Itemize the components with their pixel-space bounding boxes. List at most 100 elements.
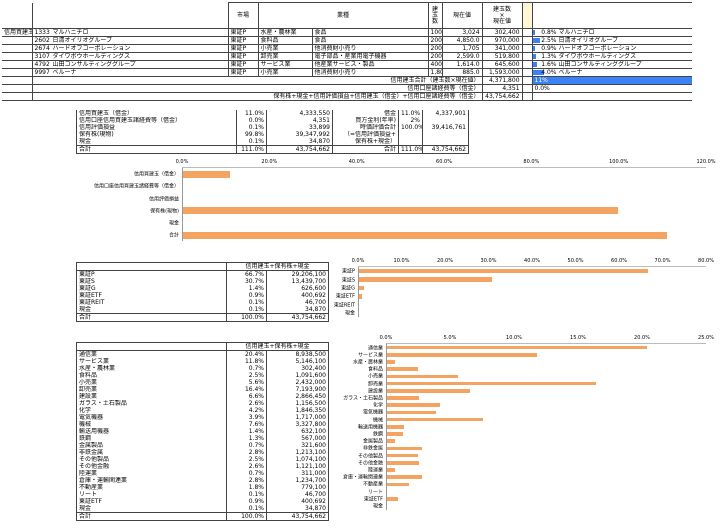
summary-pct: 0.1% bbox=[236, 124, 267, 131]
holding-industry2: 電子部品・産業用電子機器 bbox=[311, 52, 429, 61]
summary-pct: 111.0% bbox=[236, 145, 267, 154]
chart-bar bbox=[386, 425, 404, 429]
row-pct: 0.9% bbox=[226, 292, 267, 299]
holding-ratio-bar bbox=[533, 46, 536, 51]
table-row: 電気機器 3.9% 1,717,000 bbox=[76, 414, 329, 421]
chart-bar bbox=[386, 396, 420, 400]
chart-bar bbox=[386, 381, 596, 386]
chart-tick-label: 15.0% bbox=[570, 335, 586, 341]
holding-row[interactable]: 2674 ハードオフコーポレーション 東証P 小売業 他消費財小売り 200 1,705 34… bbox=[2, 44, 712, 53]
row-value: 46,700 bbox=[266, 491, 329, 498]
row-value: 13,439,700 bbox=[266, 278, 329, 285]
holding-industry2: 他消費財小売り bbox=[311, 68, 429, 77]
row-label: 東証ETF bbox=[76, 498, 227, 505]
table-row: 非鉄金属 2.8% 1,213,100 bbox=[76, 449, 329, 456]
holding-row[interactable]: 9997ベルーナ東証P小売業他消費財小売り1,800885.01,593,000… bbox=[2, 68, 712, 77]
holdings-sheet: 市場 業種 建 玉 数 現在値 建玉数 × 現在値 信用買建玉 1333 マルハニチ… bbox=[2, 2, 712, 101]
summary-value2 bbox=[422, 131, 469, 138]
chart-category-label: 電気機器 bbox=[362, 409, 383, 416]
table-row: 東証P 66.7% 29,206,100 bbox=[76, 270, 329, 278]
holding-row[interactable]: 4792 山田コンサルティンググループ 東証P サービス業 他産業サービス・製品 400 1… bbox=[2, 60, 712, 69]
row-pct: 0.1% bbox=[226, 505, 267, 513]
row-label: 不動産業 bbox=[76, 484, 227, 491]
summary-row: 現金 0.1% 34,870 保有株+現金） bbox=[76, 138, 469, 146]
row-pct: 30.7% bbox=[226, 278, 267, 285]
chart-bar bbox=[358, 268, 649, 274]
summary-row: 信用買建玉（借金） 11.0% 4,333,550 借金 11.0% 4,337,901 bbox=[76, 110, 469, 117]
row-label: 金属製品 bbox=[76, 442, 227, 449]
holding-industry1: 食料品 bbox=[257, 36, 313, 45]
table-row: その他製品 2.5% 1,074,100 bbox=[76, 456, 329, 463]
row-value: 302,400 bbox=[266, 365, 329, 372]
total-value: 4,351 bbox=[481, 84, 523, 93]
holding-industry1: サービス業 bbox=[257, 60, 313, 69]
table-row: 鉄鋼 1.3% 567,000 bbox=[76, 435, 329, 442]
chart-bar bbox=[386, 468, 395, 472]
holding-code: 4792 bbox=[34, 61, 50, 68]
summary-label2: 合計 bbox=[332, 145, 399, 154]
holding-ratio-cell bbox=[521, 68, 533, 77]
row-pct: 0.1% bbox=[226, 299, 267, 306]
holding-pct: 1.3% bbox=[541, 53, 557, 60]
row-label: 現金 bbox=[76, 306, 227, 314]
chart-category-label: 現金 bbox=[372, 503, 383, 510]
summary-pct2 bbox=[398, 138, 423, 146]
table-row: サービス業 11.8% 5,146,100 bbox=[76, 358, 329, 365]
holding-code: 9997 bbox=[34, 69, 50, 76]
holding-industry2: 食品 bbox=[311, 36, 429, 45]
summary-pct2: 2% bbox=[398, 117, 423, 124]
total-row: 保有株+現金+信用評価損益+信用建玉（借金）+信用口座諸経費等（借金） 43,75… bbox=[2, 92, 712, 101]
chart-bar bbox=[386, 482, 410, 487]
holding-name-text: マルハニチロ bbox=[52, 29, 89, 36]
holding-name-text: 山田コンサルティンググループ bbox=[52, 61, 136, 68]
row-pct: 1.4% bbox=[226, 428, 267, 435]
holding-ratio-cell bbox=[521, 28, 533, 37]
chart-y-axis bbox=[386, 344, 387, 510]
margin-label bbox=[2, 52, 33, 61]
holding-name-text: ベルーナ bbox=[52, 69, 77, 76]
holding-row[interactable]: 2602 日清オイリオグループ 東証P 食料品 食品 200 4,850.0 970,000 2… bbox=[2, 36, 712, 45]
row-label: 陸運業 bbox=[76, 470, 227, 477]
row-label: 倉庫・運輸関連業 bbox=[76, 477, 227, 484]
row-value: 1,213,100 bbox=[266, 449, 329, 456]
summary-value: 39,347,992 bbox=[266, 131, 333, 138]
summary-chart: 0.0% 20.0% 40.0% 60.0% 80.0% 100.0% 120.0% 信用買建… bbox=[74, 159, 716, 242]
chart-tick-label: 100.0% bbox=[609, 159, 629, 165]
chart-axis-line bbox=[358, 266, 706, 267]
chart-category-label: ガラス・土石製品 bbox=[343, 395, 383, 402]
chart-category-label: 信用口座信用買建玉諸経費等（借金） bbox=[93, 183, 179, 190]
chart-tick-label: 10.0% bbox=[506, 335, 522, 341]
holding-pct: 0.9% bbox=[541, 45, 557, 52]
holding-industry1: 小売業 bbox=[257, 68, 313, 77]
table-row: 合計 100.0% 43,754,662 bbox=[76, 512, 329, 521]
chart-bar bbox=[386, 453, 418, 458]
row-pct: 2.8% bbox=[226, 477, 267, 484]
chart-category-label: 輸送用機器 bbox=[357, 424, 383, 431]
table-row: 倉庫・運輸関連業 2.8% 1,234,700 bbox=[76, 477, 329, 484]
chart-tick-label: 60.0% bbox=[436, 159, 452, 165]
chart-category-label: 東証REIT bbox=[333, 302, 355, 309]
summary-label: 現金 bbox=[76, 138, 237, 146]
holding-ratio-bar bbox=[533, 62, 538, 67]
summary-pct2: 100.0% bbox=[398, 124, 423, 131]
row-label: 通信業 bbox=[76, 350, 227, 358]
summary-label: 保有株(現物) bbox=[76, 131, 237, 138]
holding-code: 2602 bbox=[34, 37, 50, 44]
holding-name-text: ダイワボウホールディングス bbox=[52, 53, 131, 60]
holding-industry2: 食品 bbox=[311, 28, 429, 37]
row-pct: 0.1% bbox=[226, 306, 267, 314]
holding-pct: 2.5% bbox=[541, 37, 557, 44]
row-value: 5,146,100 bbox=[266, 358, 329, 365]
chart-bar bbox=[386, 410, 436, 415]
summary-row: 保有株(現物) 99.8% 39,347,992 （=信用評価損益+ bbox=[76, 131, 469, 138]
row-value: 34,870 bbox=[266, 306, 329, 314]
row-label: リート bbox=[76, 491, 227, 498]
chart-category-label: 合計 bbox=[168, 232, 179, 239]
row-label: 東証ETF bbox=[76, 292, 227, 299]
holding-price: 1,705 bbox=[441, 44, 483, 53]
chart-tick-label: 20.0% bbox=[634, 335, 650, 341]
holding-row[interactable]: 3107 ダイワボウホールディングス 東証P 卸売業 電子部品・産業用電子機器 200 2,… bbox=[2, 52, 712, 61]
holding-row[interactable]: 信用買建玉 1333 マルハニチロ 東証P 水産・農林業 食品 100 3,024 302,40… bbox=[2, 28, 712, 37]
table-row: 水産・農林業 0.7% 302,400 bbox=[76, 365, 329, 372]
row-label: 東証S bbox=[76, 278, 227, 285]
